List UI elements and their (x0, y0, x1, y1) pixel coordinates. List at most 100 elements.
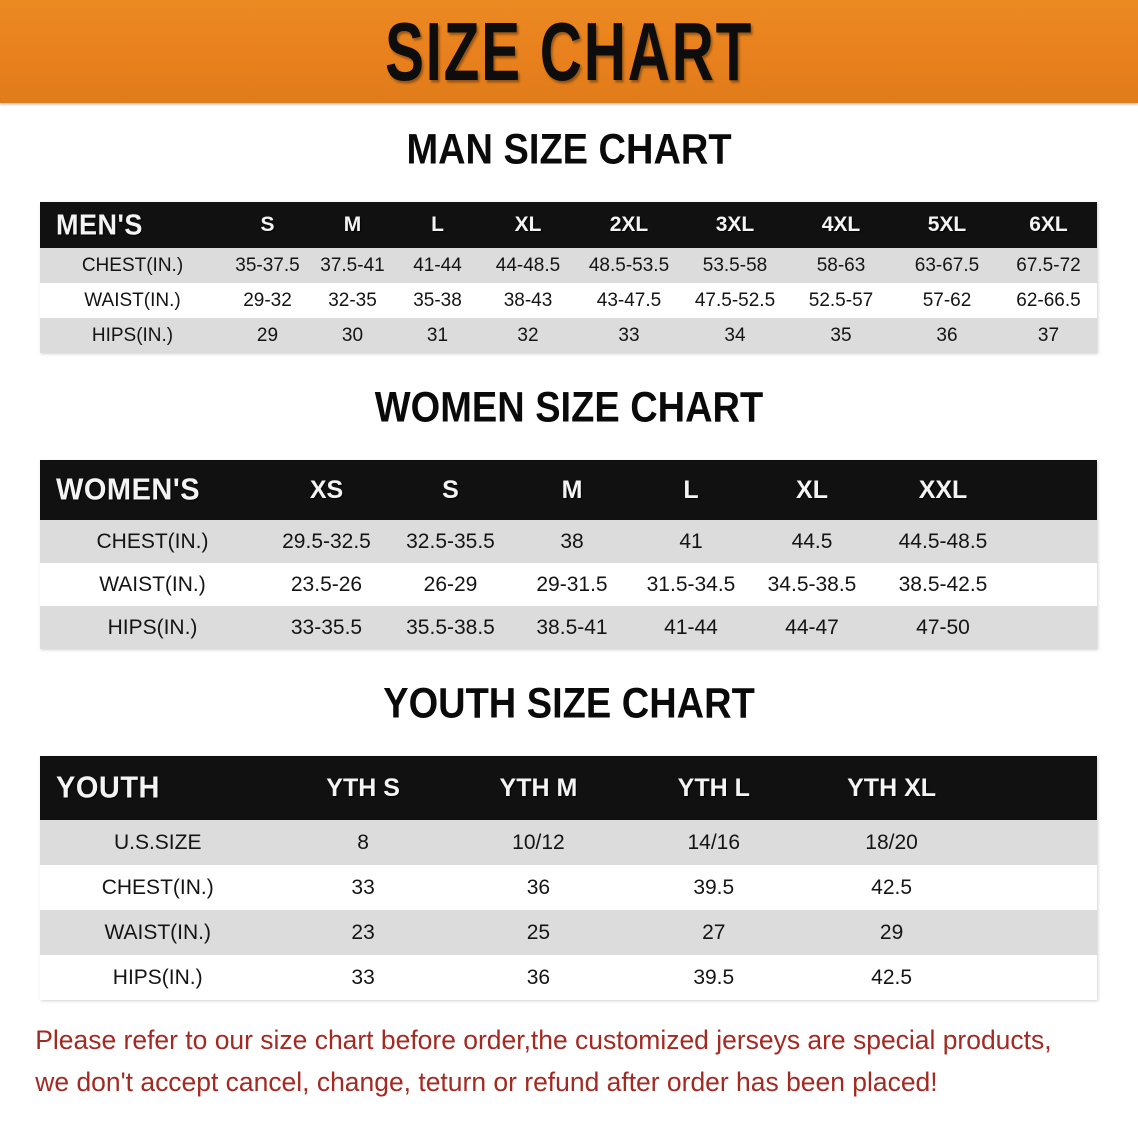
table-cell: 32 (517, 324, 539, 346)
man-col-2xl: 2XL (609, 213, 649, 236)
page-title: SIZE CHART (384, 5, 754, 98)
table-cell: 42.5 (871, 965, 913, 989)
table-row: WAIST(IN.) 29-32 32-35 35-38 38-43 43-47… (40, 283, 1097, 318)
table-cell: 36 (526, 965, 551, 989)
youth-corner-label: YOUTH (56, 770, 160, 805)
table-cell: 37.5-41 (320, 254, 385, 276)
table-cell: 41-44 (664, 615, 718, 639)
women-header-row: WOMEN'S XS S M L XL XXL (40, 460, 1097, 520)
table-cell: 47.5-52.5 (694, 289, 776, 311)
man-corner-label: MEN'S (56, 208, 143, 241)
women-col-xs: XS (309, 475, 344, 504)
man-header-row: MEN'S S M L XL 2XL 3XL 4XL 5XL 6XL (40, 202, 1097, 248)
table-cell: 41 (679, 529, 703, 553)
table-cell: 33 (351, 875, 375, 899)
table-cell: 35.5-38.5 (406, 615, 495, 639)
table-cell-spacer (982, 910, 1097, 955)
man-col-3xl: 3XL (715, 213, 755, 236)
table-cell: 52.5-57 (808, 289, 874, 311)
table-cell: 38.5-41 (536, 615, 608, 639)
table-cell: 10/12 (512, 830, 565, 854)
table-cell-spacer (982, 820, 1097, 865)
table-row: CHEST(IN.) 33 36 39.5 42.5 (40, 865, 1097, 910)
table-cell: 31.5-34.5 (646, 572, 736, 596)
youth-section-title: YOUTH SIZE CHART (383, 680, 755, 728)
table-cell: 37 (1037, 324, 1060, 346)
women-col-s: S (442, 475, 459, 504)
table-cell: 63-67.5 (914, 254, 980, 276)
table-cell: 23 (351, 920, 375, 944)
table-cell: 33 (618, 324, 640, 346)
table-cell: 32.5-35.5 (406, 529, 495, 553)
table-cell: 41-44 (413, 254, 462, 276)
table-cell: 8 (357, 830, 369, 854)
women-row-label-hips: HIPS(IN.) (107, 615, 198, 639)
table-cell: 23.5-26 (290, 572, 363, 596)
table-cell: 29-31.5 (536, 572, 608, 596)
table-cell: 39.5 (693, 965, 735, 989)
man-size-table: MEN'S S M L XL 2XL 3XL 4XL 5XL 6XL CHEST… (40, 202, 1097, 353)
youth-col-l: YTH L (677, 773, 750, 802)
table-row: HIPS(IN.) 33 36 39.5 42.5 (40, 955, 1097, 1000)
table-cell: 42.5 (871, 875, 913, 899)
table-cell: 44-48.5 (495, 254, 561, 276)
table-cell: 29-32 (243, 289, 292, 311)
table-cell: 38.5-42.5 (898, 572, 988, 596)
table-cell: 53.5-58 (702, 254, 768, 276)
table-cell-spacer (982, 865, 1097, 910)
table-cell-spacer (1013, 606, 1097, 649)
table-cell: 30 (341, 324, 364, 346)
youth-size-table: YOUTH YTH S YTH M YTH L YTH XL U.S.SIZE … (40, 756, 1097, 1000)
table-cell: 29 (879, 920, 904, 944)
footer-note-line-2: we don't accept cancel, change, teturn o… (35, 1066, 938, 1097)
table-cell: 48.5-53.5 (588, 254, 670, 276)
page-banner: SIZE CHART (0, 0, 1138, 103)
man-col-4xl: 4XL (821, 213, 861, 236)
table-cell: 36 (526, 875, 551, 899)
table-cell: 14/16 (687, 830, 741, 854)
table-cell: 33 (351, 965, 375, 989)
table-cell: 29.5-32.5 (282, 529, 371, 553)
man-col-s: S (260, 213, 275, 236)
table-cell-spacer (1013, 520, 1097, 563)
table-cell: 25 (526, 920, 551, 944)
table-cell: 58-63 (816, 254, 866, 276)
footer-note: Please refer to our size chart before or… (0, 1020, 1115, 1104)
table-cell: 18/20 (865, 830, 918, 854)
table-cell: 35-37.5 (235, 254, 300, 276)
youth-table-wrap: YOUTH YTH S YTH M YTH L YTH XL U.S.SIZE … (0, 756, 1138, 1000)
women-col-spacer (1013, 460, 1097, 520)
youth-row-label-hips: HIPS(IN.) (112, 965, 203, 989)
women-section-title: WOMEN SIZE CHART (374, 384, 764, 432)
table-cell: 35-38 (413, 289, 462, 311)
women-size-table: WOMEN'S XS S M L XL XXL CHEST(IN.) 29.5-… (40, 460, 1097, 649)
table-cell: 47-50 (916, 615, 970, 639)
man-row-label-hips: HIPS(IN.) (91, 324, 174, 346)
women-col-xxl: XXL (918, 475, 968, 504)
table-cell: 36 (936, 324, 958, 346)
table-cell: 32-35 (328, 289, 377, 311)
table-cell: 67.5-72 (1016, 254, 1081, 276)
women-col-xl: XL (796, 475, 828, 504)
youth-col-spacer (982, 756, 1097, 820)
table-row: CHEST(IN.) 35-37.5 37.5-41 41-44 44-48.5… (40, 248, 1097, 283)
youth-col-s: YTH S (326, 773, 400, 802)
man-row-label-waist: WAIST(IN.) (84, 289, 181, 311)
man-row-label-chest: CHEST(IN.) (81, 254, 184, 276)
table-cell: 44.5-48.5 (898, 529, 988, 553)
table-cell: 27 (702, 920, 726, 944)
table-row: WAIST(IN.) 23 25 27 29 (40, 910, 1097, 955)
women-corner-label: WOMEN'S (56, 472, 201, 507)
table-cell: 39.5 (693, 875, 735, 899)
table-cell-spacer (982, 955, 1097, 1000)
man-col-xl: XL (514, 213, 542, 236)
women-table-wrap: WOMEN'S XS S M L XL XXL CHEST(IN.) 29.5-… (0, 460, 1138, 649)
table-cell: 34.5-38.5 (767, 572, 857, 596)
table-row: CHEST(IN.) 29.5-32.5 32.5-35.5 38 41 44.… (40, 520, 1097, 563)
man-col-5xl: 5XL (927, 213, 967, 236)
table-cell: 35 (830, 324, 852, 346)
women-row-label-chest: CHEST(IN.) (96, 529, 209, 553)
table-cell: 29 (256, 324, 279, 346)
man-col-m: M (343, 213, 362, 236)
women-col-m: M (561, 475, 583, 504)
